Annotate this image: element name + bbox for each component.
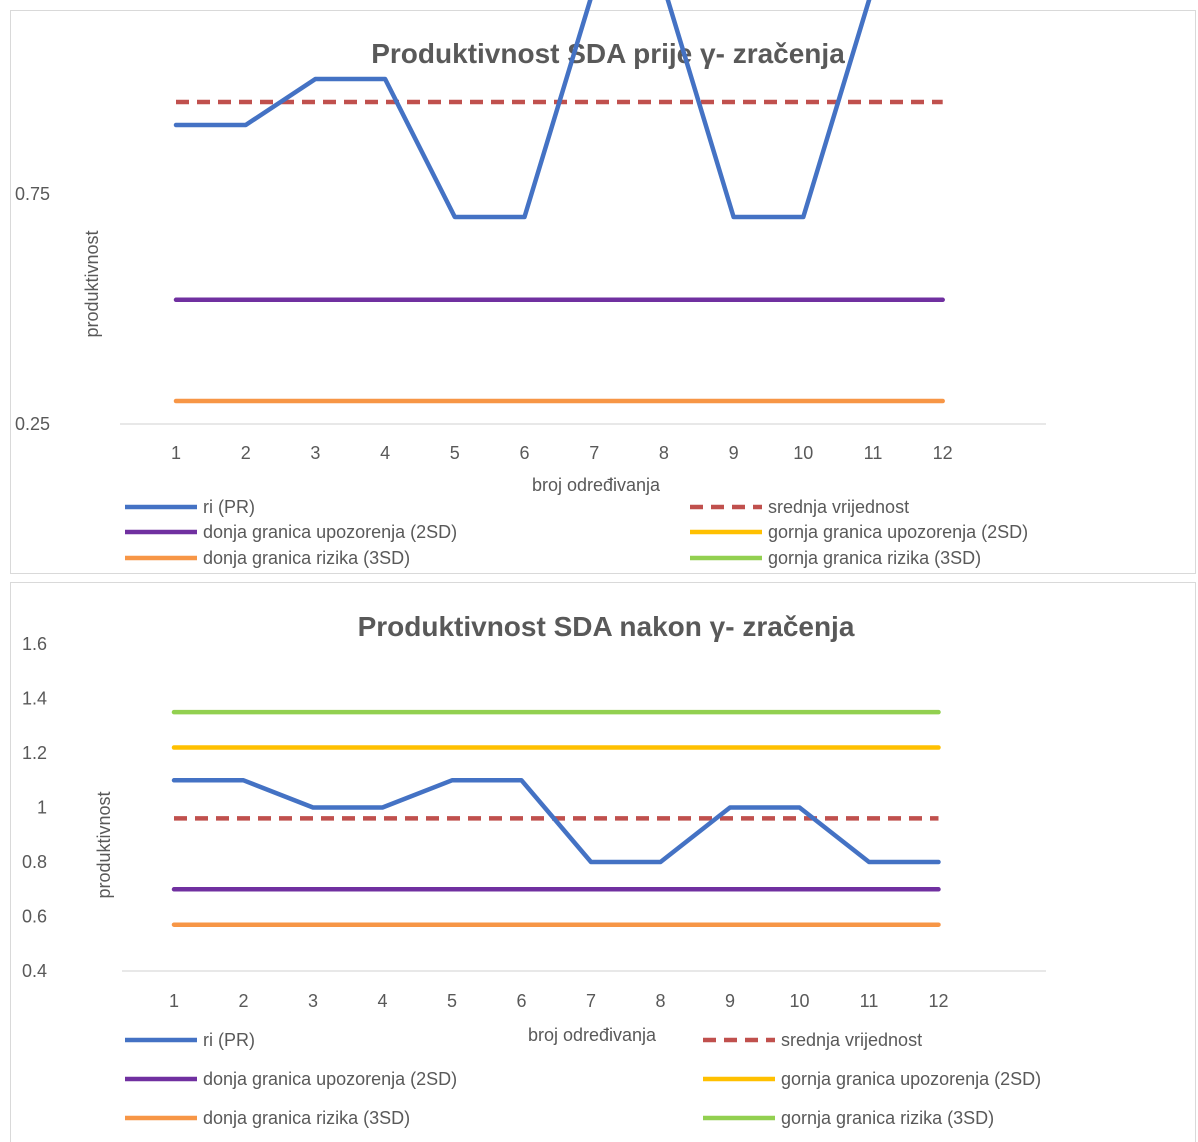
chart1-legend-label: gornja granica upozorenja (2SD) xyxy=(768,522,1028,542)
chart2-x-tick-label: 1 xyxy=(169,991,179,1011)
chart2-x-tick-label: 7 xyxy=(586,991,596,1011)
chart2-y-tick-label: 1 xyxy=(37,798,47,818)
chart2-legend-label: donja granica rizika (3SD) xyxy=(203,1108,410,1128)
chart1-title: Produktivnost SDA prije γ- zračenja xyxy=(371,38,845,69)
chart1-legend-label: gornja granica rizika (3SD) xyxy=(768,548,981,568)
chart2-y-tick-label: 0.4 xyxy=(22,961,47,981)
chart1-x-tick-label: 5 xyxy=(450,443,460,463)
chart1-y-axis-label: produktivnost xyxy=(82,230,102,337)
chart2-x-tick-label: 8 xyxy=(655,991,665,1011)
chart2-x-tick-label: 11 xyxy=(860,991,879,1011)
chart2-title: Produktivnost SDA nakon γ- zračenja xyxy=(358,611,855,642)
chart1-x-tick-label: 8 xyxy=(659,443,669,463)
chart1-y-tick-label: 0.75 xyxy=(15,184,50,204)
chart1-legend-label: srednja vrijednost xyxy=(768,497,909,517)
chart1-x-tick-label: 7 xyxy=(589,443,599,463)
chart2-legend-label: gornja granica rizika (3SD) xyxy=(781,1108,994,1128)
chart1-x-axis-label: broj određivanja xyxy=(532,475,661,495)
chart2-y-tick-label: 0.6 xyxy=(22,907,47,927)
chart2-legend-label: gornja granica upozorenja (2SD) xyxy=(781,1069,1041,1089)
chart2-x-tick-label: 10 xyxy=(789,991,809,1011)
chart2-y-axis-label: produktivnost xyxy=(94,791,114,898)
chart1-x-tick-label: 6 xyxy=(519,443,529,463)
chart2-x-tick-label: 12 xyxy=(928,991,948,1011)
chart2-legend-label: ri (PR) xyxy=(203,1030,255,1050)
chart1-y-tick-label: 0.25 xyxy=(15,414,50,434)
chart2-legend-label: donja granica upozorenja (2SD) xyxy=(203,1069,457,1089)
chart1-x-tick-label: 11 xyxy=(864,443,883,463)
chart1-series-line xyxy=(173,0,872,220)
chart2-x-tick-label: 2 xyxy=(238,991,248,1011)
chart2-x-tick-label: 5 xyxy=(447,991,457,1011)
chart2-y-tick-label: 0.8 xyxy=(22,852,47,872)
chart1-legend-label: donja granica rizika (3SD) xyxy=(203,548,410,568)
chart2-y-tick-label: 1.4 xyxy=(22,689,47,709)
chart2-x-axis-label: broj određivanja xyxy=(528,1025,657,1045)
chart1-x-tick-label: 4 xyxy=(380,443,390,463)
chart1-legend-label: donja granica upozorenja (2SD) xyxy=(203,522,457,542)
chart2-x-tick-label: 6 xyxy=(516,991,526,1011)
chart1-x-tick-label: 12 xyxy=(933,443,953,463)
chart1-x-tick-label: 10 xyxy=(793,443,813,463)
chart1-x-tick-label: 9 xyxy=(729,443,739,463)
chart2-legend-label: srednja vrijednost xyxy=(781,1030,922,1050)
chart2-x-tick-label: 3 xyxy=(308,991,318,1011)
chart2-x-tick-label: 4 xyxy=(377,991,387,1011)
chart1-legend-label: ri (PR) xyxy=(203,497,255,517)
chart2-y-tick-label: 1.2 xyxy=(22,743,47,763)
chart2-x-tick-label: 9 xyxy=(725,991,735,1011)
chart2-series-line xyxy=(171,778,941,865)
chart1-x-tick-label: 3 xyxy=(310,443,320,463)
chart1-x-tick-label: 1 xyxy=(171,443,181,463)
chart2-y-tick-label: 1.6 xyxy=(22,634,47,654)
chart1-x-tick-label: 2 xyxy=(241,443,251,463)
